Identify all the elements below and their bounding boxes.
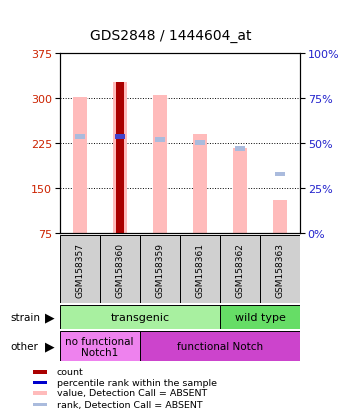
Bar	[220, 235, 260, 304]
Bar	[275, 172, 285, 177]
Bar	[73, 97, 87, 233]
Bar	[113, 83, 127, 233]
Text: GSM158357: GSM158357	[75, 242, 84, 297]
Bar	[60, 306, 220, 330]
Text: no functional
Notch1: no functional Notch1	[65, 336, 134, 357]
Text: strain: strain	[10, 313, 40, 323]
Bar	[33, 391, 47, 394]
Bar	[193, 135, 207, 233]
Text: ▶: ▶	[45, 340, 54, 353]
Bar	[60, 235, 100, 304]
Bar	[33, 381, 47, 384]
Bar	[140, 332, 300, 361]
Bar	[233, 148, 247, 233]
Text: GDS2848 / 1444604_at: GDS2848 / 1444604_at	[90, 29, 251, 43]
Text: percentile rank within the sample: percentile rank within the sample	[57, 378, 217, 387]
Text: ▶: ▶	[45, 311, 54, 324]
Bar	[100, 235, 140, 304]
Bar	[260, 235, 300, 304]
Bar	[75, 135, 85, 140]
Text: transgenic: transgenic	[110, 313, 169, 323]
Text: functional Notch: functional Notch	[177, 342, 263, 351]
Bar	[33, 370, 47, 374]
Text: GSM158362: GSM158362	[236, 242, 244, 297]
Text: GSM158361: GSM158361	[195, 242, 204, 297]
Text: rank, Detection Call = ABSENT: rank, Detection Call = ABSENT	[57, 400, 202, 409]
Bar	[180, 235, 220, 304]
Text: wild type: wild type	[235, 313, 285, 323]
Text: GSM158359: GSM158359	[155, 242, 164, 297]
Bar	[195, 140, 205, 145]
Text: count: count	[57, 368, 84, 377]
Text: GSM158360: GSM158360	[115, 242, 124, 297]
Bar	[140, 235, 180, 304]
Bar	[116, 83, 124, 233]
Bar	[33, 403, 47, 406]
Bar	[115, 135, 125, 140]
Text: value, Detection Call = ABSENT: value, Detection Call = ABSENT	[57, 388, 207, 397]
Bar	[220, 306, 300, 330]
Bar	[235, 147, 245, 152]
Bar	[273, 200, 287, 233]
Bar	[60, 332, 140, 361]
Text: GSM158363: GSM158363	[276, 242, 284, 297]
Bar	[153, 95, 167, 233]
Bar	[155, 138, 165, 143]
Text: other: other	[10, 342, 38, 351]
